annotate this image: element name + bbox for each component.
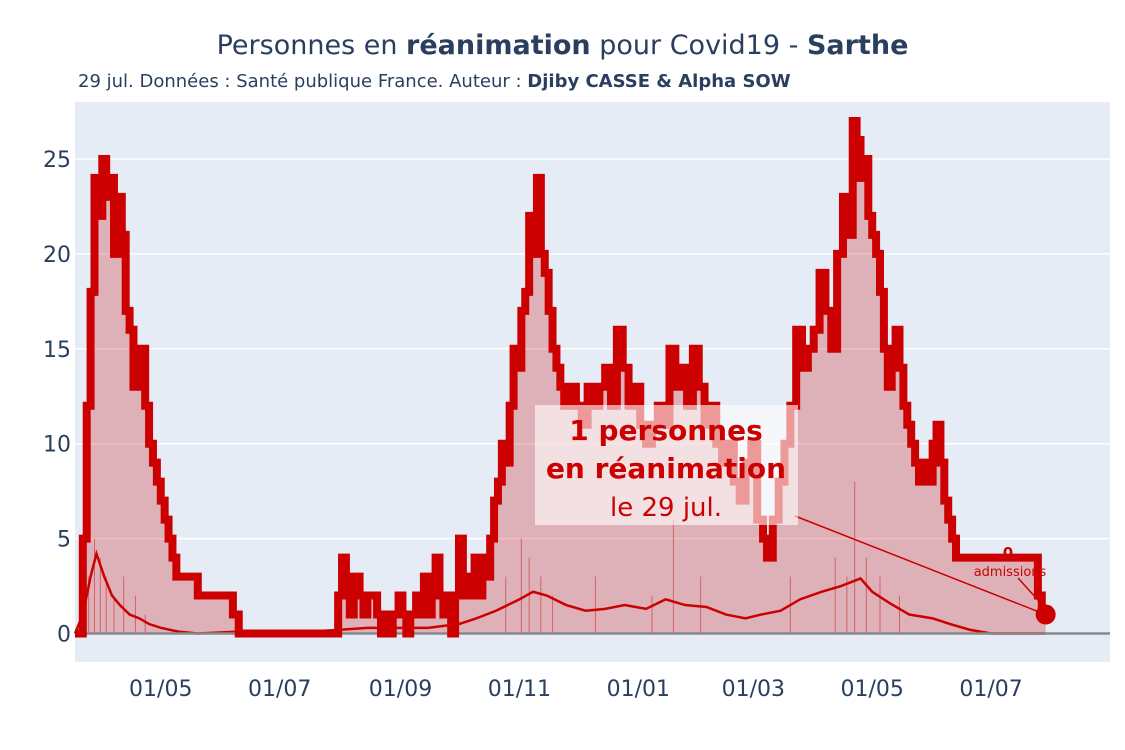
last-value-marker <box>1035 604 1056 625</box>
title-middle: pour Covid19 - <box>590 30 807 61</box>
reanimation-line <box>75 116 1046 638</box>
annotation-box <box>535 405 798 525</box>
y-tick-label: 20 <box>43 243 71 268</box>
x-tick-label: 01/03 <box>722 677 785 702</box>
y-tick-label: 25 <box>43 148 71 173</box>
x-tick-label: 01/05 <box>841 677 904 702</box>
title-bold-reanimation: réanimation <box>406 30 591 61</box>
annotation-line-3: le 29 jul. <box>610 493 722 523</box>
x-tick-label: 01/01 <box>607 677 670 702</box>
x-tick-label: 01/07 <box>959 677 1022 702</box>
admissions-label: admissions <box>974 565 1047 580</box>
admissions-value: 0 <box>1003 544 1013 562</box>
annotation-line-2: en réanimation <box>546 452 786 485</box>
annotation-pointer-main <box>794 515 1046 616</box>
x-tick-label: 01/07 <box>248 677 311 702</box>
subtitle-source: 29 jul. Données : Santé publique France.… <box>78 71 528 92</box>
title-prefix: Personnes en <box>216 30 407 61</box>
subtitle-author: Djiby CASSE & Alpha SOW <box>527 71 791 92</box>
x-tick-label: 01/11 <box>488 677 551 702</box>
y-tick-label: 5 <box>57 528 71 553</box>
y-axis-ticks: 0 5 10 15 20 25 <box>43 148 71 648</box>
admissions-average-line <box>73 549 1046 635</box>
annotation-pointer-admissions <box>1017 577 1047 610</box>
y-tick-label: 15 <box>43 338 71 363</box>
y-tick-label: 10 <box>43 433 71 458</box>
annotation-line-1: 1 personnes <box>569 414 763 447</box>
chart-title: Personnes en réanimation pour Covid19 - … <box>0 30 1125 61</box>
title-bold-department: Sarthe <box>806 30 909 61</box>
x-tick-label: 01/05 <box>129 677 192 702</box>
chart-subtitle: 29 jul. Données : Santé publique France.… <box>78 71 791 92</box>
x-tick-label: 01/09 <box>369 677 432 702</box>
plot-background <box>75 102 1110 662</box>
y-tick-label: 0 <box>57 623 71 648</box>
x-axis-ticks: 01/05 01/07 01/09 01/11 01/01 01/03 01/05 01/07 <box>129 677 1023 702</box>
